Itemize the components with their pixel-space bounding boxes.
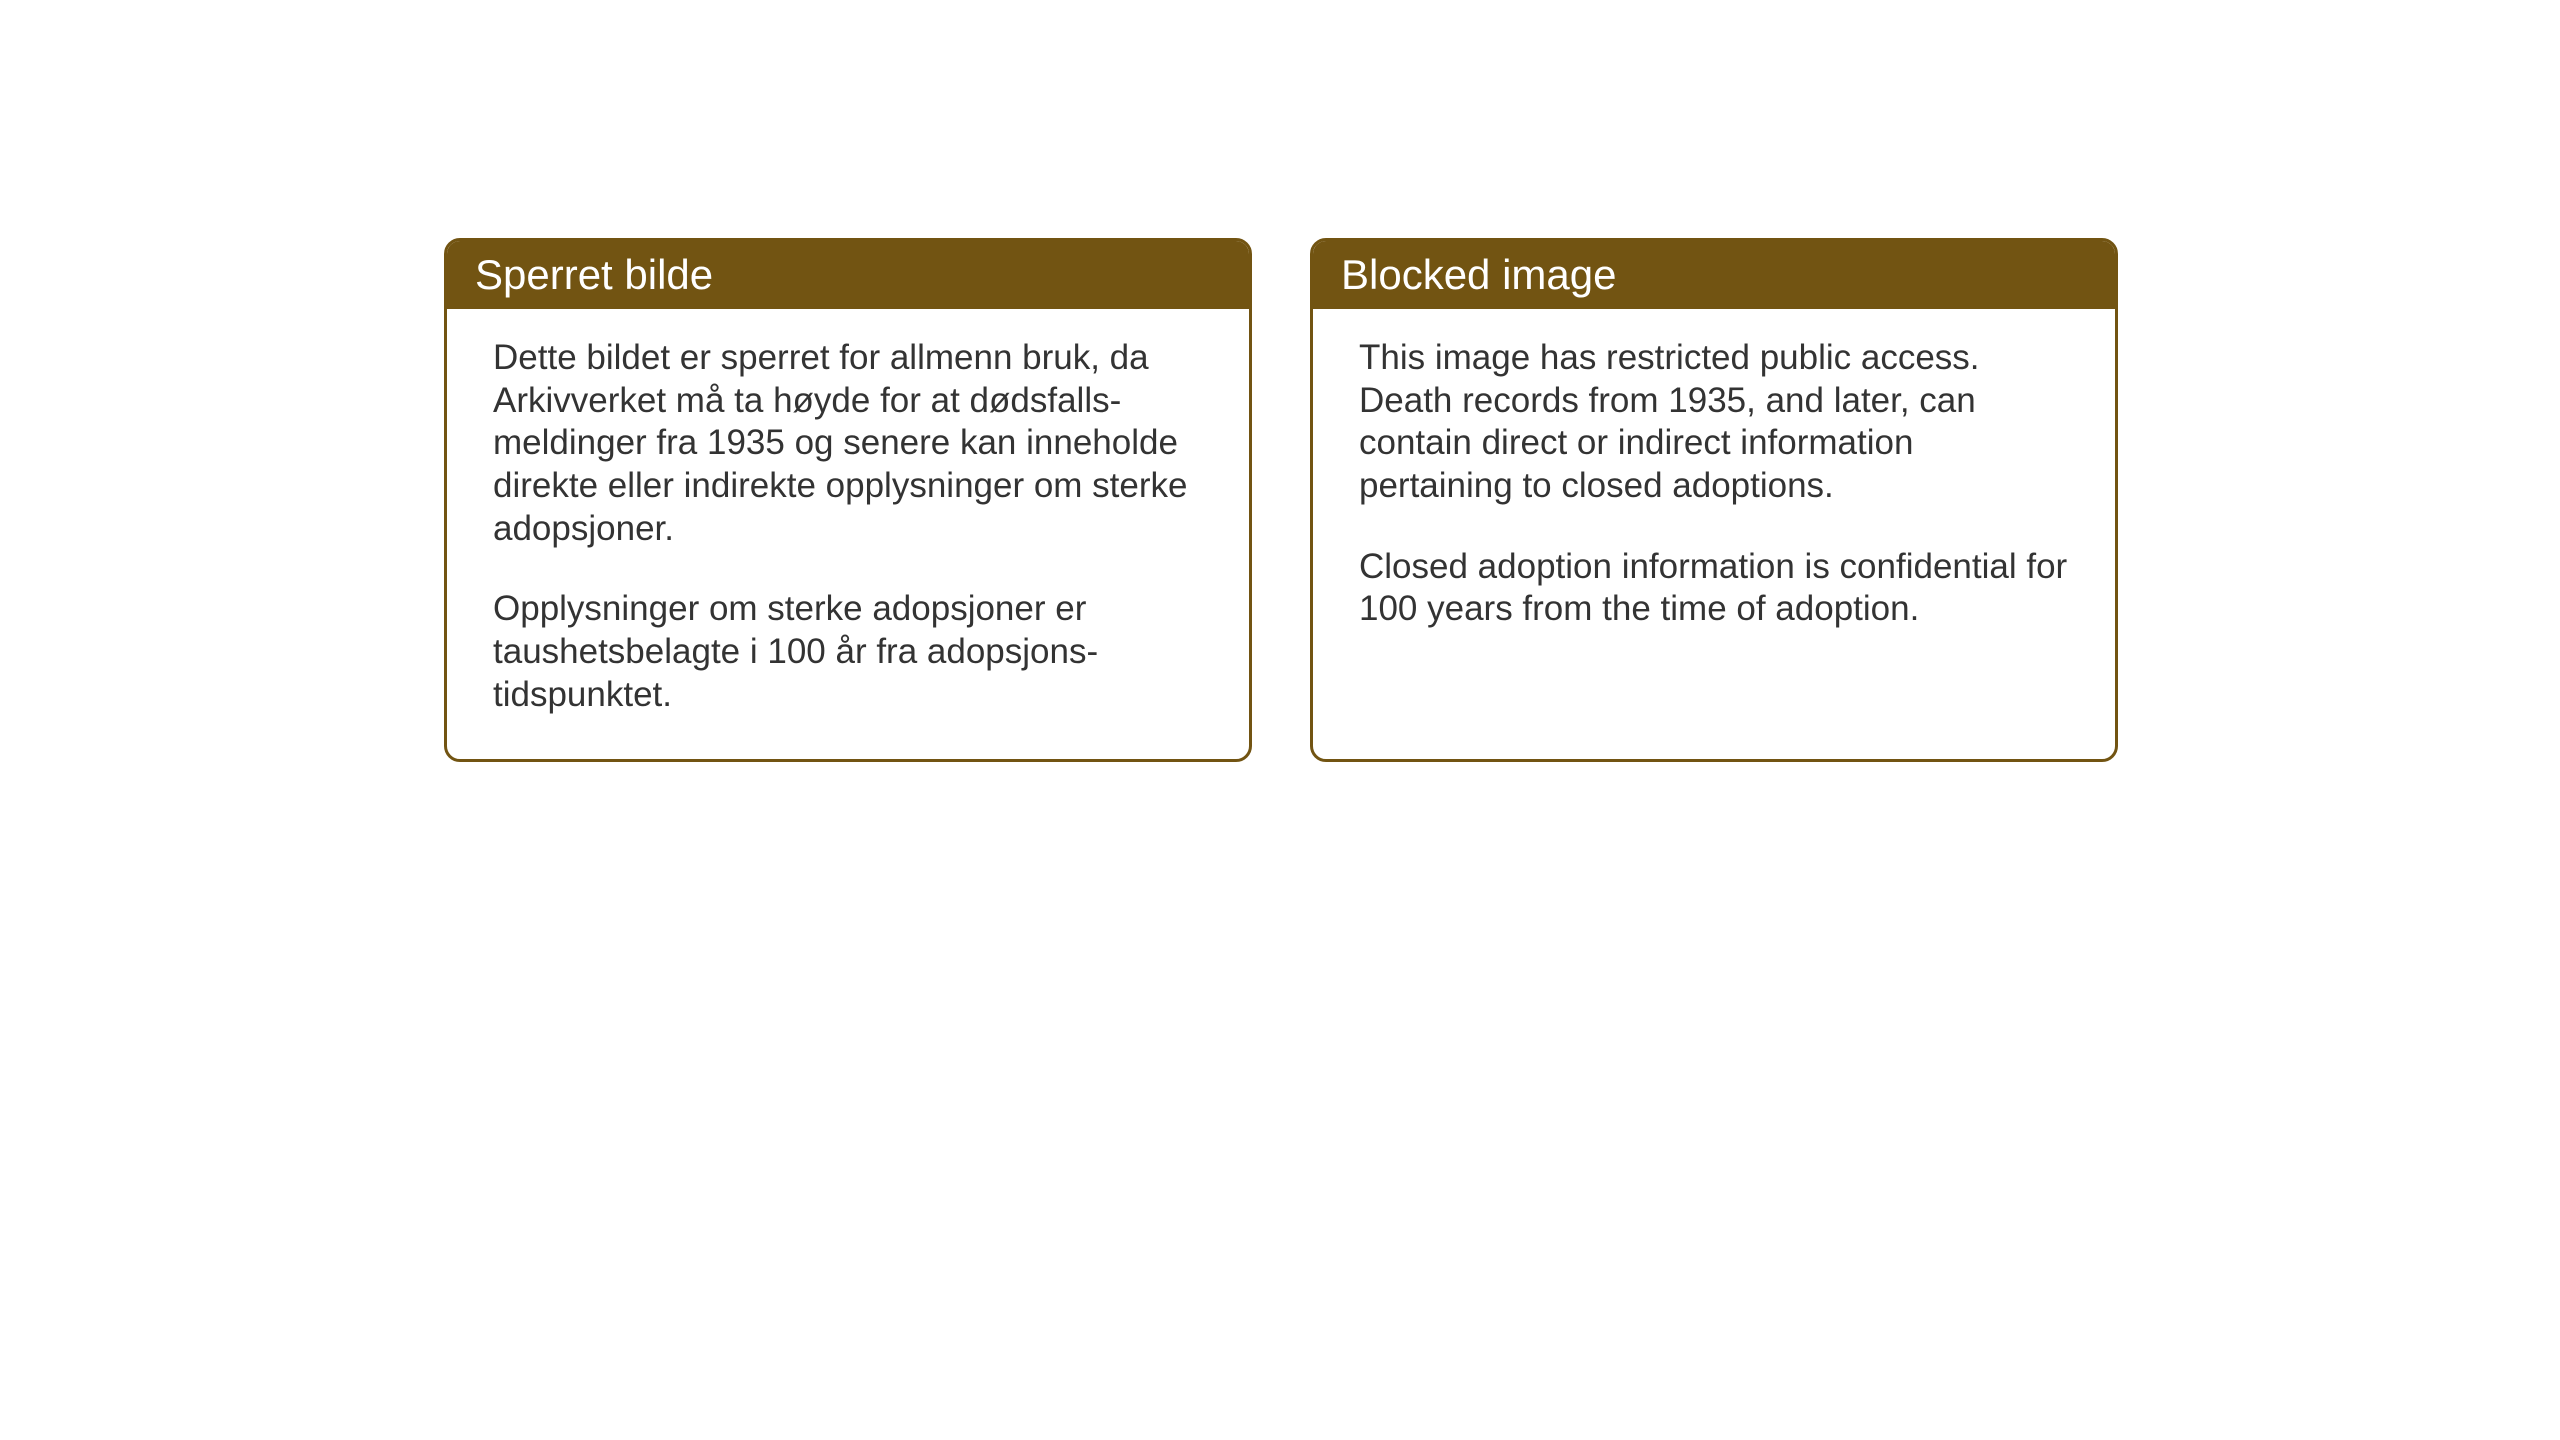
card-paragraph-1-norwegian: Dette bildet er sperret for allmenn bruk… [493,337,1203,550]
card-body-english: This image has restricted public access.… [1313,309,2115,673]
card-paragraph-2-norwegian: Opplysninger om sterke adopsjoner er tau… [493,588,1203,716]
card-body-norwegian: Dette bildet er sperret for allmenn bruk… [447,309,1249,759]
notice-card-english: Blocked image This image has restricted … [1310,238,2118,762]
card-title-norwegian: Sperret bilde [475,251,713,298]
notice-container: Sperret bilde Dette bildet er sperret fo… [444,238,2118,762]
card-header-english: Blocked image [1313,241,2115,309]
notice-card-norwegian: Sperret bilde Dette bildet er sperret fo… [444,238,1252,762]
card-header-norwegian: Sperret bilde [447,241,1249,309]
card-title-english: Blocked image [1341,251,1616,298]
card-paragraph-1-english: This image has restricted public access.… [1359,337,2069,508]
card-paragraph-2-english: Closed adoption information is confident… [1359,546,2069,631]
